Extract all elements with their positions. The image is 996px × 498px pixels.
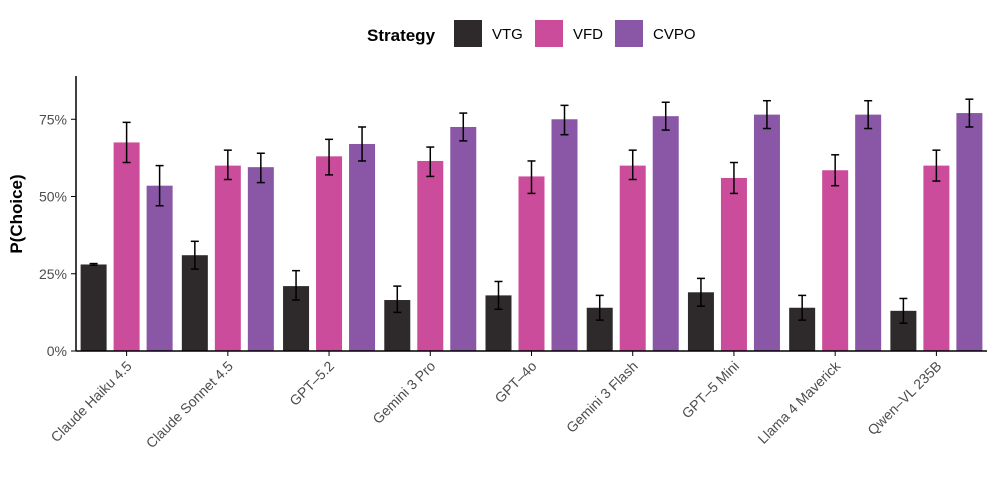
legend: Strategy VTG VFD CVPO — [367, 20, 696, 47]
bar-vfd — [720, 177, 747, 351]
x-tick-label: Llama 4 Maverick — [754, 357, 844, 447]
y-tick-label: 25% — [39, 266, 67, 282]
error-bar — [864, 99, 873, 130]
error-bar — [628, 149, 637, 181]
bar-vfd — [113, 142, 140, 351]
error-bar — [325, 138, 334, 176]
legend-item-vtg: VTG — [454, 20, 523, 47]
y-tick-label: 50% — [39, 189, 67, 205]
x-tick-label: Gemini 3 Flash — [563, 358, 641, 436]
bar-vfd — [923, 165, 950, 351]
legend-title: Strategy — [367, 26, 436, 45]
x-axis: Claude Haiku 4.5 Claude Sonnet 4.5 GPT–5.2… — [47, 350, 987, 451]
x-tick-label: Claude Haiku 4.5 — [47, 358, 134, 445]
bar-vtg — [80, 264, 107, 351]
error-bar — [932, 149, 941, 182]
bar-vfd — [214, 165, 241, 351]
error-bar — [459, 112, 468, 142]
bar-vfd — [822, 170, 849, 351]
error-bar — [762, 99, 771, 130]
error-bar — [661, 101, 670, 131]
error-bar — [965, 98, 974, 128]
error-bar — [798, 294, 807, 321]
error-bar — [190, 240, 199, 270]
bar-cvpo — [652, 116, 679, 351]
error-bar — [256, 152, 265, 184]
error-bar — [155, 164, 164, 207]
bar-cvpo — [349, 143, 376, 351]
legend-swatch — [615, 20, 643, 47]
bar-cvpo — [247, 167, 274, 351]
legend-label: CVPO — [653, 26, 696, 43]
bar-cvpo — [956, 113, 983, 352]
bar-cvpo — [855, 114, 882, 351]
bar-cvpo — [551, 119, 578, 352]
y-tick-label: 0% — [47, 343, 67, 359]
y-axis: 0% 25% 50% 75% — [39, 76, 77, 359]
error-bar — [527, 160, 536, 195]
legend-item-vfd: VFD — [535, 20, 603, 47]
legend-label: VTG — [492, 26, 523, 43]
bar-cvpo — [450, 126, 477, 351]
error-bar — [831, 154, 840, 187]
error-bar — [729, 161, 738, 195]
y-axis-title: P(Choice) — [7, 174, 26, 253]
x-tick-label: Claude Sonnet 4.5 — [143, 358, 236, 451]
error-bar — [696, 277, 705, 307]
error-bar — [89, 262, 98, 266]
x-tick-label: GPT–5.2 — [286, 358, 337, 409]
error-bar — [358, 126, 367, 162]
x-tick-label: GPT–5 Mini — [678, 358, 742, 422]
error-bar — [494, 280, 503, 311]
x-tick-label: GPT–4o — [491, 358, 539, 406]
error-bar — [122, 121, 131, 164]
bar-vtg — [181, 255, 208, 351]
bar-vfd — [619, 165, 646, 351]
bar-vfd — [417, 160, 444, 351]
error-bar — [292, 269, 301, 301]
plot-area — [80, 98, 983, 352]
x-tick-label: Qwen–VL 235B — [864, 358, 944, 438]
error-bar — [223, 149, 232, 181]
error-bar — [426, 146, 435, 178]
legend-swatch — [535, 20, 563, 47]
bar-cvpo — [753, 114, 780, 351]
bar-vfd — [518, 176, 545, 351]
bar-cvpo — [146, 185, 173, 351]
error-bar — [393, 285, 402, 314]
legend-label: VFD — [573, 26, 603, 43]
x-tick-label: Gemini 3 Pro — [369, 358, 438, 427]
bar-vfd — [316, 156, 343, 351]
legend-item-cvpo: CVPO — [615, 20, 696, 47]
legend-swatch — [454, 20, 482, 47]
error-bar — [595, 294, 604, 321]
error-bar — [560, 104, 569, 136]
y-tick-label: 75% — [39, 111, 67, 127]
error-bar — [899, 297, 908, 324]
